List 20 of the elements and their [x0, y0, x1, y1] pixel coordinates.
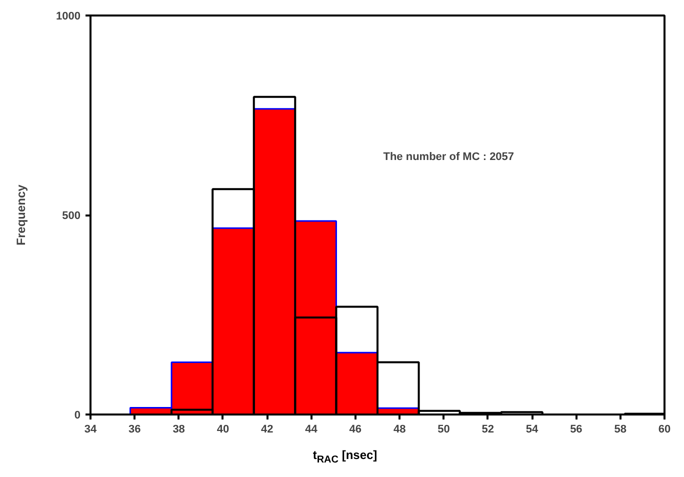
x-tick-label: 56 — [570, 424, 582, 436]
y-tick-label: 1000 — [56, 10, 81, 22]
y-tick-label: 500 — [62, 210, 81, 222]
x-tick-label: 58 — [614, 424, 626, 436]
y-axis-title: Frequency — [14, 184, 28, 246]
x-tick-label: 48 — [393, 424, 406, 436]
x-tick-label: 40 — [216, 424, 230, 436]
annotation: The number of MC : 2057 — [383, 151, 514, 164]
x-tick-label: 38 — [172, 424, 185, 436]
x-axis-title: t$_{RAC}$ [nsec] — [312, 447, 378, 468]
x-tick-label: 46 — [349, 424, 362, 436]
x-tick-label: 44 — [305, 424, 318, 436]
x-tick-label: 42 — [261, 424, 274, 436]
x-tick-label: 52 — [482, 424, 494, 436]
x-tick-label: 54 — [526, 424, 540, 436]
x-tick-label: 50 — [438, 424, 450, 436]
x-tick-label: 36 — [128, 424, 141, 436]
x-tick-label: 60 — [658, 424, 671, 436]
x-tick-label: 34 — [84, 424, 98, 436]
y-tick-label: 0 — [74, 410, 81, 422]
